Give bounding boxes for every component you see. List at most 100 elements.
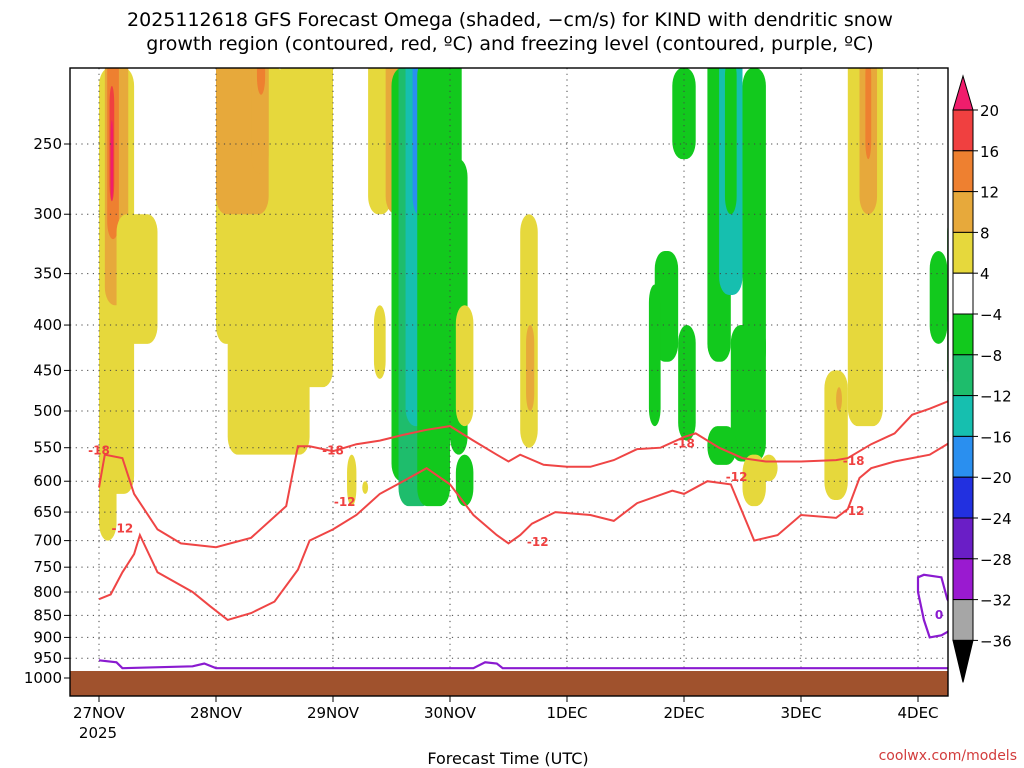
x-axis-ticks: 27NOV 28NOV 29NOV 30NOV 1DEC 2DEC 3DEC 4DEC bbox=[73, 696, 939, 722]
x-axis-year-label: 2025 bbox=[79, 724, 117, 742]
y-tick-label: 550 bbox=[33, 439, 62, 457]
omega-cell bbox=[116, 214, 158, 344]
y-tick-label: 850 bbox=[33, 606, 62, 624]
colorbar-tick-label: −16 bbox=[980, 428, 1012, 446]
omega-cell bbox=[678, 325, 696, 441]
colorbar-bottom-triangle bbox=[952, 639, 974, 683]
dgz-contour-label: -12 bbox=[726, 470, 748, 484]
omega-cell bbox=[280, 68, 333, 388]
omega-cell bbox=[742, 454, 766, 507]
terrain-band bbox=[70, 671, 948, 696]
colorbar-segment bbox=[952, 395, 974, 437]
colorbar-tick-label: 4 bbox=[980, 265, 990, 283]
colorbar-tick-label: −12 bbox=[980, 388, 1012, 406]
y-tick-label: 400 bbox=[33, 316, 62, 334]
x-tick-label: 27NOV bbox=[73, 704, 126, 722]
omega-cell bbox=[865, 68, 872, 160]
contour-labels: -18 -12 -18 -12 -12 -18 -12 -18 -12 0 bbox=[88, 437, 943, 622]
x-tick-label: 28NOV bbox=[190, 704, 243, 722]
y-tick-label: 250 bbox=[33, 135, 62, 153]
colorbar-segment bbox=[952, 191, 974, 233]
colorbar-segment bbox=[952, 354, 974, 397]
colorbar-segment bbox=[952, 476, 974, 519]
y-tick-label: 450 bbox=[33, 361, 62, 379]
chart-title-line2: growth region (contoured, red, ºC) and f… bbox=[146, 33, 873, 55]
omega-cell bbox=[455, 454, 474, 507]
colorbar-tick-label: −4 bbox=[980, 306, 1002, 324]
colorbar-segment bbox=[952, 272, 974, 315]
omega-cell bbox=[648, 284, 661, 427]
colorbar-segment bbox=[952, 150, 974, 193]
omega-cell bbox=[760, 454, 778, 482]
y-tick-label: 900 bbox=[33, 628, 62, 646]
dgz-contour-label: -12 bbox=[112, 521, 134, 535]
terrain-fill bbox=[70, 671, 948, 696]
omega-cell bbox=[347, 454, 357, 507]
x-tick-label: 1DEC bbox=[546, 704, 587, 722]
chart-title-line1: 2025112618 GFS Forecast Omega (shaded, −… bbox=[127, 9, 893, 31]
colorbar-tick-label: −36 bbox=[980, 632, 1012, 650]
dgz-contour-label: -18 bbox=[322, 444, 344, 458]
x-tick-label: 4DEC bbox=[897, 704, 938, 722]
x-tick-label: 2DEC bbox=[663, 704, 704, 722]
colorbar-top-triangle bbox=[952, 74, 974, 111]
colorbar-tick-label: 12 bbox=[980, 184, 999, 202]
y-tick-label: 600 bbox=[33, 472, 62, 490]
freezing-level-contour bbox=[98, 659, 948, 670]
omega-cell bbox=[730, 325, 766, 462]
y-tick-label: 1000 bbox=[24, 669, 62, 687]
colorbar-segment bbox=[952, 517, 974, 560]
contour-layer bbox=[98, 400, 948, 670]
colorbar-tick-label: −24 bbox=[980, 510, 1012, 528]
y-tick-label: 700 bbox=[33, 532, 62, 550]
colorbar-tick-label: −28 bbox=[980, 551, 1012, 569]
dgz-contour-label: -18 bbox=[88, 444, 110, 458]
colorbar: 20 16 12 8 4 −4 −8 −12 −16 −20 −24 −28 −32 −36 bbox=[952, 74, 1012, 683]
grid-lines bbox=[70, 68, 948, 696]
colorbar-segment bbox=[952, 313, 974, 356]
colorbar-segment bbox=[952, 558, 974, 601]
x-tick-label: 29NOV bbox=[307, 704, 360, 722]
y-tick-label: 500 bbox=[33, 402, 62, 420]
dgz-contour-label: -18 bbox=[843, 454, 865, 468]
credit-label: coolwx.com/models bbox=[879, 748, 1017, 764]
omega-cell bbox=[953, 68, 959, 70]
y-tick-label: 350 bbox=[33, 265, 62, 283]
colorbar-segment bbox=[952, 109, 974, 152]
colorbar-tick-label: 8 bbox=[980, 224, 990, 242]
colorbar-segment bbox=[952, 231, 974, 274]
dgz-contour-label: -12 bbox=[843, 504, 865, 518]
colorbar-segment bbox=[952, 435, 974, 478]
colorbar-tick-label: −32 bbox=[980, 592, 1012, 610]
omega-cell bbox=[929, 250, 948, 344]
colorbar-tick-label: 20 bbox=[980, 102, 999, 120]
dgz-contour-label: -12 bbox=[334, 495, 356, 509]
dgz-contour-label: -12 bbox=[527, 535, 549, 549]
y-tick-label: 300 bbox=[33, 205, 62, 223]
omega-shading-layer bbox=[99, 68, 959, 541]
omega-cell bbox=[455, 305, 474, 427]
dgz-contour-minus18 bbox=[98, 400, 948, 549]
omega-cell bbox=[362, 481, 369, 494]
freezing-level-contour-loop bbox=[916, 573, 948, 639]
y-tick-label: 950 bbox=[33, 649, 62, 667]
omega-cell bbox=[99, 305, 117, 541]
omega-cell bbox=[824, 370, 848, 501]
omega-cell bbox=[836, 387, 842, 411]
dgz-contour-minus12 bbox=[98, 442, 948, 622]
y-tick-label: 800 bbox=[33, 583, 62, 601]
omega-cell bbox=[368, 68, 392, 215]
y-tick-label: 650 bbox=[33, 503, 62, 521]
omega-cell bbox=[110, 120, 114, 202]
omega-cell bbox=[707, 426, 737, 465]
colorbar-segment bbox=[952, 599, 974, 641]
plot-frame bbox=[69, 67, 949, 697]
colorbar-tick-label: −20 bbox=[980, 469, 1012, 487]
dgz-contour-label: -18 bbox=[673, 437, 695, 451]
x-tick-label: 30NOV bbox=[424, 704, 477, 722]
omega-cell bbox=[373, 305, 386, 379]
omega-cell bbox=[724, 68, 737, 215]
omega-cell bbox=[251, 68, 269, 174]
y-axis-ticks: 250 300 350 400 450 500 550 600 650 700 750 800 850 9… bbox=[24, 135, 70, 687]
